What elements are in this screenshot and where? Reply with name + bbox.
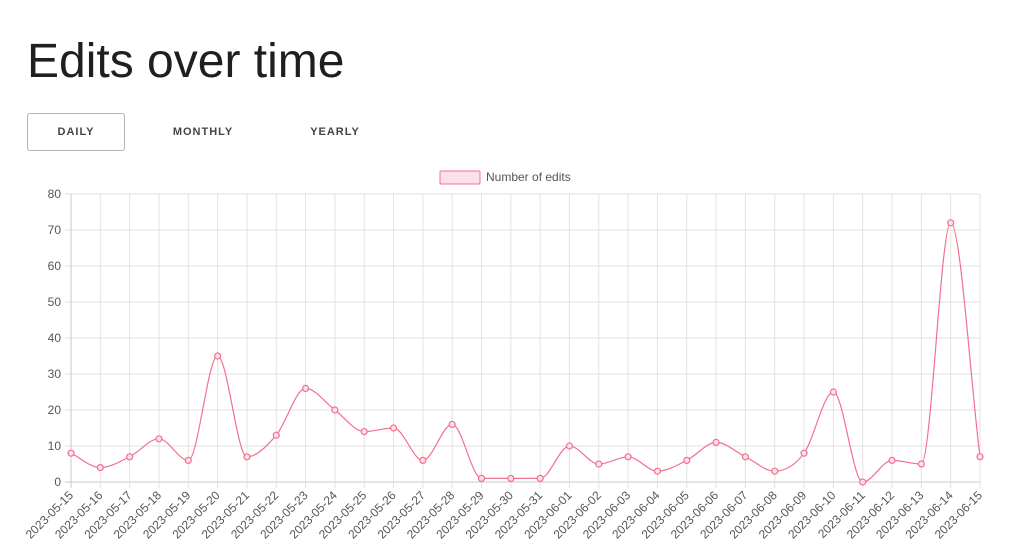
data-point[interactable] [565,442,574,450]
data-point[interactable] [448,420,456,428]
tab-daily[interactable]: DAILY [27,113,125,151]
data-point[interactable] [741,453,750,461]
data-point[interactable] [243,453,251,461]
data-point[interactable] [888,456,896,464]
data-point[interactable] [126,453,134,461]
tab-monthly[interactable]: MONTHLY [172,126,234,138]
y-tick-label: 80 [48,187,62,201]
y-tick-label: 30 [48,367,62,381]
legend-label: Number of edits [486,170,571,184]
legend-swatch [439,170,481,185]
y-tick-label: 10 [48,439,62,453]
tab-yearly[interactable]: YEARLY [310,126,360,138]
y-tick-label: 20 [48,403,62,417]
data-point[interactable] [389,424,398,432]
data-point[interactable] [800,449,808,457]
x-axis: 2023-05-152023-05-162023-05-172023-05-18… [23,488,986,542]
data-point[interactable] [214,352,222,360]
data-point[interactable] [829,388,837,396]
data-point[interactable] [67,449,75,457]
data-point[interactable] [301,384,310,392]
data-point[interactable] [477,474,486,482]
data-point[interactable] [683,456,691,464]
data-point[interactable] [272,431,280,439]
data-point[interactable] [331,406,339,414]
data-point[interactable] [859,478,867,486]
data-point[interactable] [155,435,163,443]
data-point[interactable] [624,453,632,461]
data-point[interactable] [184,456,192,464]
data-point[interactable] [712,438,720,446]
data-point[interactable] [507,474,515,482]
y-tick-label: 60 [48,259,62,273]
chart-grid [65,193,981,488]
data-point[interactable] [947,219,955,227]
y-tick-label: 70 [48,223,62,237]
data-point[interactable] [976,453,984,461]
series-line [70,222,981,483]
data-point[interactable] [360,428,368,436]
y-tick-label: 50 [48,295,62,309]
data-point[interactable] [917,460,925,468]
y-tick-label: 0 [54,475,61,489]
y-axis: 0 10 20 30 40 50 60 70 80 [48,187,62,489]
data-point[interactable] [96,464,104,472]
data-point[interactable] [536,474,544,482]
series-points [67,219,984,486]
page-title: Edits over time [27,35,345,88]
chart-legend[interactable]: Number of edits [439,170,571,185]
data-point[interactable] [653,467,662,475]
data-point[interactable] [771,467,779,475]
y-tick-label: 40 [48,331,62,345]
data-point[interactable] [595,460,603,468]
edits-line-chart: Number of edits 0 10 20 30 40 50 60 70 80 2023-0… [23,170,986,542]
data-point[interactable] [419,456,427,464]
